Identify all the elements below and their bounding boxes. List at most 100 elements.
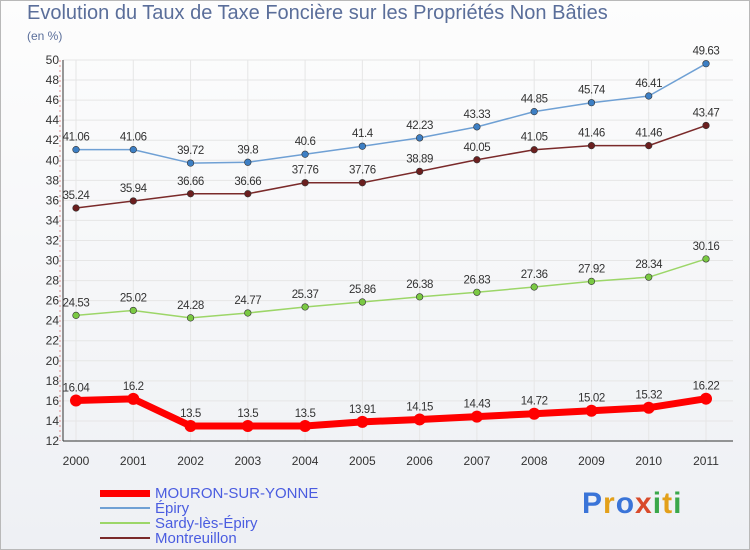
data-label: 38.89 <box>406 153 433 165</box>
y-tick-label: 44 <box>46 113 60 127</box>
x-tick-label: 2003 <box>234 454 261 468</box>
x-tick-label: 2008 <box>521 454 548 468</box>
data-label: 25.86 <box>349 284 376 296</box>
legend-item-sardy: Sardy-lès-Épiry <box>100 514 258 532</box>
data-label: 25.37 <box>292 289 319 301</box>
data-label: 14.15 <box>406 401 433 413</box>
data-label: 43.33 <box>464 109 491 121</box>
y-tick-label: 18 <box>46 374 60 388</box>
data-point <box>301 179 309 187</box>
chart-subtitle: (en %) <box>27 29 63 43</box>
data-label: 44.85 <box>521 94 548 106</box>
data-point <box>299 419 312 432</box>
series-line <box>72 395 710 430</box>
legend-swatch <box>100 522 150 524</box>
data-label: 41.46 <box>578 128 605 140</box>
y-tick-label: 26 <box>46 294 60 308</box>
data-point <box>473 156 481 164</box>
legend-swatch <box>100 537 150 539</box>
y-tick-label: 12 <box>46 434 60 448</box>
legend-label: MOURON-SUR-YONNE <box>155 484 319 502</box>
x-tick-label: 2001 <box>120 454 147 468</box>
data-point <box>585 404 598 417</box>
logo-letter: i <box>652 487 663 520</box>
data-point <box>244 190 252 198</box>
y-tick-label: 32 <box>46 233 60 247</box>
data-point <box>587 277 596 285</box>
logo-letter: t <box>662 487 674 520</box>
data-point <box>72 146 80 154</box>
data-point <box>702 255 710 263</box>
data-point <box>473 288 481 296</box>
legend-label: Épiry <box>155 499 190 517</box>
series-line <box>75 124 707 209</box>
data-point <box>129 306 137 315</box>
data-point <box>528 407 541 420</box>
y-tick-label: 22 <box>46 334 60 348</box>
data-point <box>413 413 426 426</box>
data-label: 24.28 <box>177 300 204 312</box>
data-label: 41.06 <box>63 132 90 144</box>
data-point <box>186 190 195 198</box>
series-line <box>75 258 707 319</box>
logo-letter: o <box>615 487 636 520</box>
data-label: 14.72 <box>521 396 548 408</box>
data-label: 27.36 <box>521 269 548 281</box>
series-line <box>75 62 707 164</box>
data-point <box>702 60 710 68</box>
y-tick-label: 42 <box>46 133 60 147</box>
x-tick-label: 2007 <box>464 454 491 468</box>
data-point <box>184 419 197 432</box>
y-tick-label: 30 <box>46 254 60 268</box>
data-label: 26.83 <box>464 274 491 286</box>
data-point <box>358 298 366 306</box>
data-label: 35.24 <box>63 190 91 202</box>
x-tick-label: 2002 <box>177 454 204 468</box>
data-point <box>244 158 252 166</box>
data-point <box>473 123 481 131</box>
data-label: 39.8 <box>237 144 258 156</box>
legend-item-mouron: MOURON-SUR-YONNE <box>100 484 319 502</box>
legend-label: Sardy-lès-Épiry <box>155 514 258 532</box>
logo-letter: r <box>603 487 616 520</box>
data-label: 15.02 <box>578 393 605 405</box>
data-point <box>358 179 366 187</box>
y-tick-label: 20 <box>46 354 60 368</box>
data-point <box>72 204 80 212</box>
data-point <box>470 410 483 423</box>
data-label: 24.53 <box>63 297 90 309</box>
data-label: 39.72 <box>177 145 204 157</box>
x-tick-label: 2000 <box>63 454 90 468</box>
proxiti-logo: Proxiti <box>582 487 682 521</box>
data-label: 37.76 <box>349 165 376 177</box>
chart-title: Evolution du Taux de Taxe Foncière sur l… <box>27 2 608 24</box>
data-point <box>645 92 653 100</box>
y-tick-label: 14 <box>46 414 60 428</box>
data-point <box>416 293 424 301</box>
data-point <box>70 394 82 407</box>
data-label: 15.32 <box>635 390 662 402</box>
data-point <box>645 273 653 281</box>
data-label: 40.05 <box>464 142 491 154</box>
legend-item-montreuillon: Montreuillon <box>100 530 237 547</box>
x-tick-label: 2011 <box>693 454 719 468</box>
data-label: 28.34 <box>635 259 663 271</box>
data-label: 41.46 <box>635 128 662 140</box>
y-tick-label: 36 <box>46 193 60 207</box>
y-tick-label: 48 <box>46 73 60 87</box>
data-point <box>587 99 596 107</box>
data-point <box>700 392 712 405</box>
x-tick-label: 2009 <box>578 454 605 468</box>
y-tick-label: 40 <box>46 153 60 167</box>
data-point <box>416 167 424 175</box>
legend-swatch <box>100 507 150 509</box>
data-label: 49.63 <box>693 46 720 58</box>
data-point <box>530 283 538 291</box>
logo-letter: i <box>673 487 683 520</box>
data-label: 24.77 <box>234 295 261 307</box>
data-point <box>244 309 252 317</box>
data-point <box>645 142 653 150</box>
data-label: 13.5 <box>237 408 258 420</box>
data-label: 25.02 <box>120 292 147 304</box>
